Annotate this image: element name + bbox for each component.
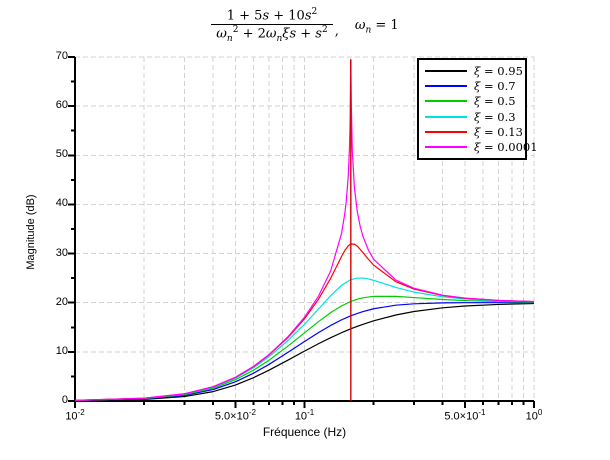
plot-title: 1 + 5s + 10s2 ωn2 + 2ωnξs + s2 , ωn = 1 (0, 7, 610, 45)
legend-label: ξ = 0.0001 (474, 140, 538, 155)
legend-line-swatch (425, 146, 467, 149)
legend-item-xi-0.7: ξ = 0.7 (419, 78, 525, 93)
title-note: ωn = 1 (354, 17, 399, 36)
legend-label: ξ = 0.3 (474, 109, 516, 124)
legend-item-xi-0.13: ξ = 0.13 (419, 124, 525, 139)
title-numerator: 1 + 5s + 10s2 (226, 7, 318, 24)
y-axis-label: Magnitude (dB) (25, 194, 37, 270)
curve-xi-0.5 (74, 295, 535, 402)
legend-label: ξ = 0.95 (474, 63, 523, 78)
legend-line-swatch (425, 84, 467, 87)
legend-label: ξ = 0.7 (474, 78, 516, 93)
legend-line-swatch (425, 100, 467, 103)
curve-xi-0.0001 (74, 58, 535, 401)
legend-label: ξ = 0.5 (474, 94, 516, 109)
legend-box: ξ = 0.95 ξ = 0.7 ξ = 0.5 ξ = 0.3 ξ = 0.13 ξ =… (417, 58, 538, 160)
title-denominator: ωn2 + 2ωnξs + s2 (211, 24, 333, 44)
curve-xi-0.95 (74, 302, 535, 402)
x-axis-label: Fréquence (Hz) (262, 425, 347, 439)
legend-item-xi-0.5: ξ = 0.5 (419, 94, 525, 109)
legend-item-xi-0.0001: ξ = 0.0001 (419, 140, 538, 155)
legend-label: ξ = 0.13 (474, 124, 523, 139)
title-fraction: 1 + 5s + 10s2 ωn2 + 2ωnξs + s2 (211, 7, 333, 45)
curve-xi-0.7 (74, 302, 534, 402)
legend-item-xi-0.3: ξ = 0.3 (419, 109, 525, 124)
legend-line-swatch (425, 130, 467, 133)
title-comma: , (334, 24, 339, 40)
legend-line-swatch (425, 115, 467, 118)
legend-line-swatch (425, 69, 467, 72)
legend-item-xi-0.95: ξ = 0.95 (419, 63, 525, 78)
